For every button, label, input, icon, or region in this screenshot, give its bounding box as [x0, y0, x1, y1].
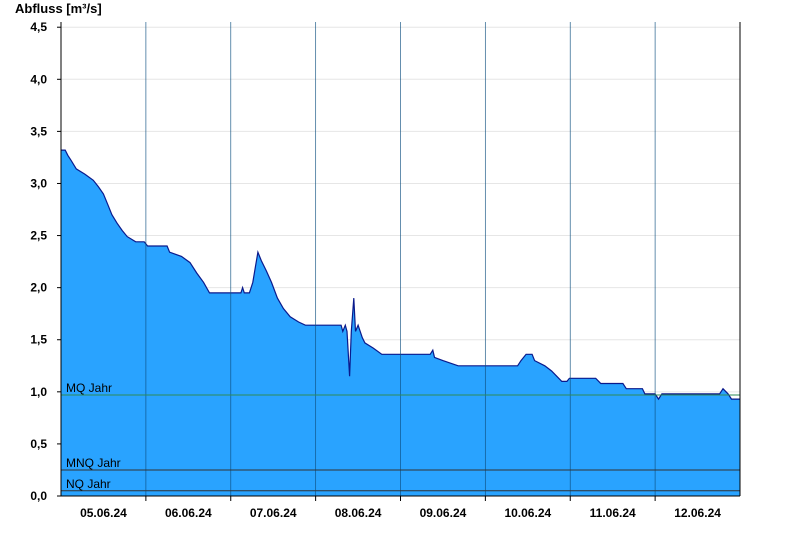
discharge-line — [61, 149, 740, 401]
reference-line-label: MNQ Jahr — [66, 456, 121, 470]
y-tick-label: 3,0 — [30, 176, 47, 190]
reference-lines: MQ Jahr MNQ Jahr NQ Jahr — [61, 381, 740, 492]
y-tick-label: 3,5 — [30, 124, 47, 138]
y-axis-ticks: 0,0 0,5 1,0 1,5 2,0 2,5 3,0 3,5 4,0 4,5 — [30, 20, 61, 503]
x-tick-label: 12.06.24 — [674, 506, 721, 520]
y-tick-label: 0,0 — [30, 489, 47, 503]
x-tick-label: 09.06.24 — [420, 506, 467, 520]
x-tick-label: 08.06.24 — [335, 506, 382, 520]
day-boundary-lines — [145, 22, 656, 496]
y-tick-label: 1,0 — [30, 385, 47, 399]
y-tick-label: 2,0 — [30, 281, 47, 295]
x-tick-label: 05.06.24 — [80, 506, 127, 520]
x-axis-ticks: 05.06.24 06.06.24 07.06.24 08.06.24 09.06.24… — [80, 496, 721, 520]
y-tick-label: 1,5 — [30, 333, 47, 347]
x-tick-label: 06.06.24 — [165, 506, 212, 520]
x-tick-label: 10.06.24 — [504, 506, 551, 520]
y-tick-label: 0,5 — [30, 437, 47, 451]
reference-line-label: MQ Jahr — [66, 381, 112, 395]
y-axis-label: Abfluss [m³/s] — [15, 1, 102, 16]
y-tick-label: 2,5 — [30, 229, 47, 243]
x-tick-label: 07.06.24 — [250, 506, 297, 520]
x-tick-label: 11.06.24 — [590, 506, 636, 520]
reference-line-label: NQ Jahr — [66, 477, 111, 491]
y-tick-label: 4,5 — [30, 20, 47, 34]
y-tick-label: 4,0 — [30, 72, 47, 86]
